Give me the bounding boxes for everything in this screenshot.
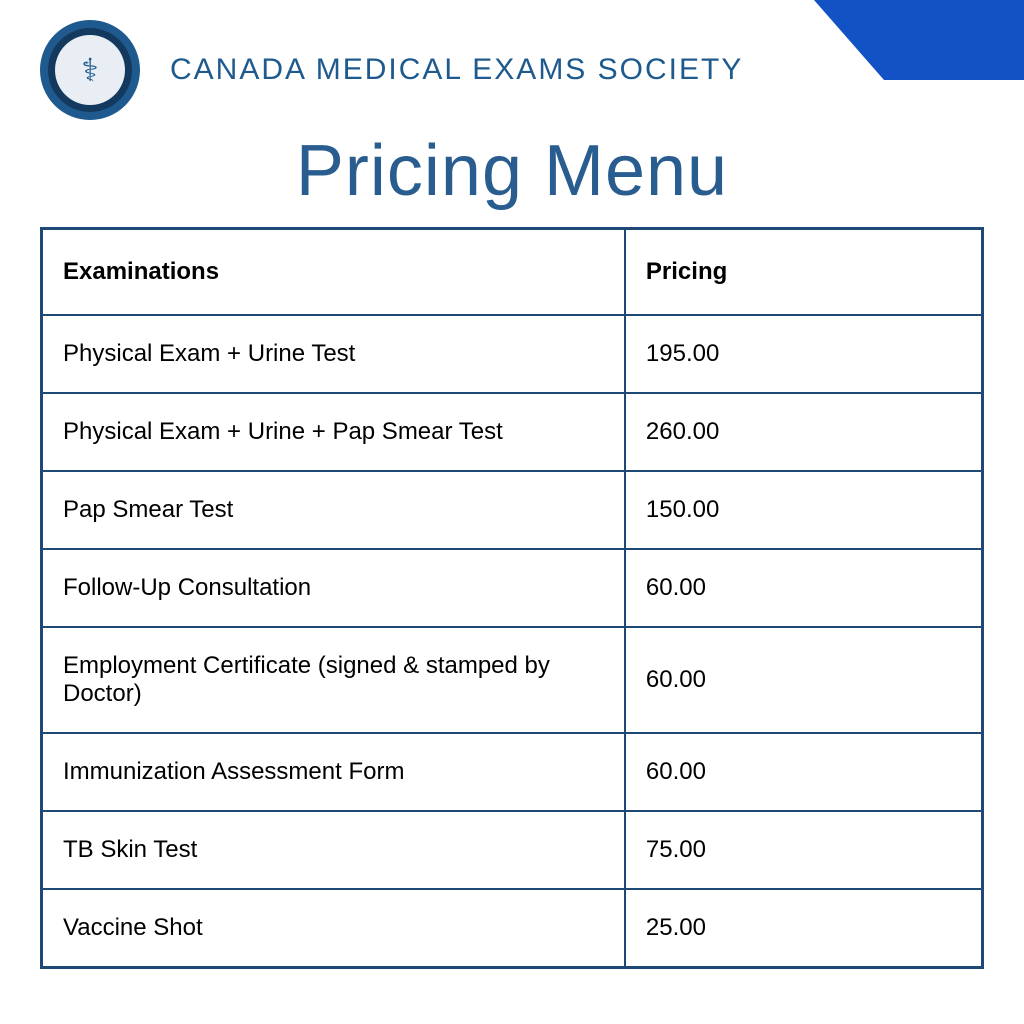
table-row: Physical Exam + Urine + Pap Smear Test 2… xyxy=(42,393,983,471)
cell-exam: Pap Smear Test xyxy=(42,471,625,549)
cell-exam: Employment Certificate (signed & stamped… xyxy=(42,627,625,733)
cell-exam: TB Skin Test xyxy=(42,811,625,889)
cell-price: 195.00 xyxy=(625,315,983,393)
cell-price: 60.00 xyxy=(625,733,983,811)
org-name: CANADA MEDICAL EXAMS SOCIETY xyxy=(170,53,743,87)
logo: ⚕ xyxy=(40,20,140,120)
cell-price: 260.00 xyxy=(625,393,983,471)
caduceus-icon: ⚕ xyxy=(55,35,125,105)
cell-exam: Physical Exam + Urine Test xyxy=(42,315,625,393)
col-header-pricing: Pricing xyxy=(625,229,983,316)
table-row: TB Skin Test 75.00 xyxy=(42,811,983,889)
table-row: Follow-Up Consultation 60.00 xyxy=(42,549,983,627)
table-row: Employment Certificate (signed & stamped… xyxy=(42,627,983,733)
cell-exam: Immunization Assessment Form xyxy=(42,733,625,811)
cell-price: 75.00 xyxy=(625,811,983,889)
cell-price: 60.00 xyxy=(625,549,983,627)
cell-price: 150.00 xyxy=(625,471,983,549)
corner-accent xyxy=(814,0,1024,80)
table-body: Physical Exam + Urine Test 195.00 Physic… xyxy=(42,315,983,968)
cell-exam: Follow-Up Consultation xyxy=(42,549,625,627)
table-row: Physical Exam + Urine Test 195.00 xyxy=(42,315,983,393)
col-header-examinations: Examinations xyxy=(42,229,625,316)
page-title: Pricing Menu xyxy=(0,130,1024,212)
table-row: Vaccine Shot 25.00 xyxy=(42,889,983,968)
table-header-row: Examinations Pricing xyxy=(42,229,983,316)
table-row: Immunization Assessment Form 60.00 xyxy=(42,733,983,811)
table-row: Pap Smear Test 150.00 xyxy=(42,471,983,549)
cell-price: 25.00 xyxy=(625,889,983,968)
cell-exam: Physical Exam + Urine + Pap Smear Test xyxy=(42,393,625,471)
cell-exam: Vaccine Shot xyxy=(42,889,625,968)
cell-price: 60.00 xyxy=(625,627,983,733)
pricing-table: Examinations Pricing Physical Exam + Uri… xyxy=(40,227,984,969)
